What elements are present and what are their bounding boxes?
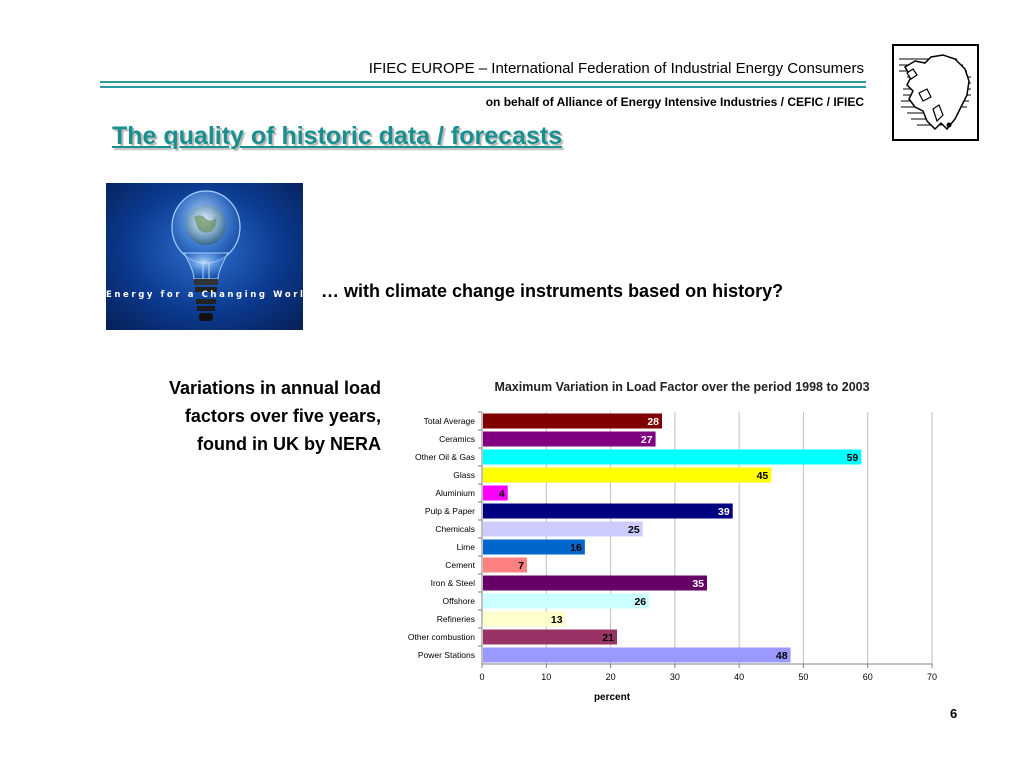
- category-label: Pulp & Paper: [425, 506, 475, 516]
- question-text: … with climate change instruments based …: [321, 281, 784, 301]
- chart-title: Maximum Variation in Load Factor over th…: [494, 380, 869, 394]
- x-tick-label: 20: [606, 672, 616, 682]
- load-factor-bar-chart: Maximum Variation in Load Factor over th…: [408, 380, 937, 703]
- slide-title: The quality of historic data / forecasts: [112, 122, 563, 150]
- category-label: Glass: [453, 470, 475, 480]
- europe-map-icon: [892, 44, 979, 141]
- x-tick-label: 70: [927, 672, 937, 682]
- bar: [483, 449, 862, 465]
- bar: [483, 629, 617, 645]
- category-label: Chemicals: [435, 524, 475, 534]
- bar-value-label: 35: [692, 578, 704, 590]
- bar: [483, 539, 585, 555]
- category-label: Total Average: [424, 416, 476, 426]
- bar: [483, 593, 650, 609]
- bar: [483, 431, 656, 447]
- bar: [483, 485, 508, 501]
- header-rule-bottom: [100, 86, 866, 88]
- bar-value-label: 39: [718, 506, 730, 518]
- x-tick-label: 60: [863, 672, 873, 682]
- category-label: Aluminium: [435, 488, 475, 498]
- category-label: Offshore: [443, 596, 476, 606]
- lightbulb-globe-icon: Energy for a Changing World: [106, 183, 303, 330]
- side-note-line: found in UK by NERA: [197, 434, 381, 454]
- side-note: Variations in annual load factors over f…: [96, 374, 381, 458]
- bar-value-label: 45: [757, 470, 769, 482]
- x-tick-label: 30: [670, 672, 680, 682]
- x-tick-label: 0: [479, 672, 484, 682]
- bar-value-label: 21: [602, 632, 614, 644]
- bar: [483, 521, 643, 537]
- category-label: Other Oil & Gas: [415, 452, 475, 462]
- bar: [483, 503, 733, 519]
- bar: [483, 413, 662, 429]
- bar-value-label: 28: [647, 416, 659, 428]
- image-caption: Energy for a Changing World: [106, 290, 303, 300]
- category-label: Other combustion: [408, 632, 475, 642]
- bar-value-label: 27: [641, 434, 653, 446]
- bar-value-label: 25: [628, 524, 640, 536]
- bar-value-label: 48: [776, 650, 788, 662]
- header-rule-top: [100, 81, 866, 83]
- side-note-line: Variations in annual load: [168, 378, 381, 398]
- category-label: Ceramics: [439, 434, 475, 444]
- bar: [483, 467, 772, 483]
- header-title: IFIEC EUROPE – International Federation …: [368, 60, 864, 77]
- bar-value-label: 59: [847, 452, 859, 464]
- category-label: Refineries: [437, 614, 475, 624]
- bar-value-label: 13: [551, 614, 563, 626]
- bar-value-label: 7: [518, 560, 524, 572]
- bar: [483, 647, 791, 663]
- bar-value-label: 26: [634, 596, 646, 608]
- side-note-line: factors over five years,: [184, 406, 381, 426]
- page-number: 6: [950, 706, 958, 721]
- category-label: Lime: [457, 542, 476, 552]
- bar: [483, 557, 527, 573]
- x-tick-label: 40: [734, 672, 744, 682]
- category-label: Cement: [445, 560, 475, 570]
- x-tick-label: 10: [541, 672, 551, 682]
- header-subtitle: on behalf of Alliance of Energy Intensiv…: [485, 95, 864, 109]
- category-label: Iron & Steel: [431, 578, 476, 588]
- bar-value-label: 16: [570, 542, 582, 554]
- bar: [483, 575, 707, 591]
- x-tick-label: 50: [798, 672, 808, 682]
- bar: [483, 611, 566, 627]
- bar-value-label: 4: [499, 488, 505, 500]
- x-axis-label: percent: [594, 692, 631, 703]
- category-label: Power Stations: [418, 650, 475, 660]
